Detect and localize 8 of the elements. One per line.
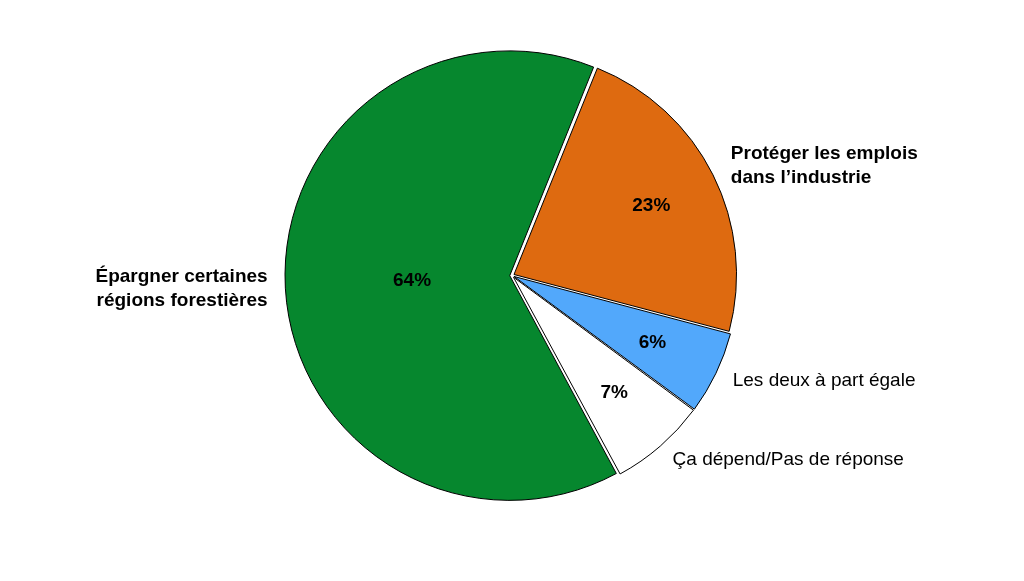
data-label: 64%	[393, 269, 432, 291]
data-label: 6%	[638, 331, 667, 353]
slice-label: Protéger les emplois dans l’industrie	[730, 142, 918, 188]
data-label: 7%	[600, 381, 629, 403]
slice-label: Ça dépend/Pas de réponse	[672, 448, 904, 470]
data-label: 23%	[632, 194, 671, 215]
slice-label: Épargner certaines régions forestières	[95, 265, 268, 311]
slice-label: Les deux à part égale	[732, 369, 916, 391]
